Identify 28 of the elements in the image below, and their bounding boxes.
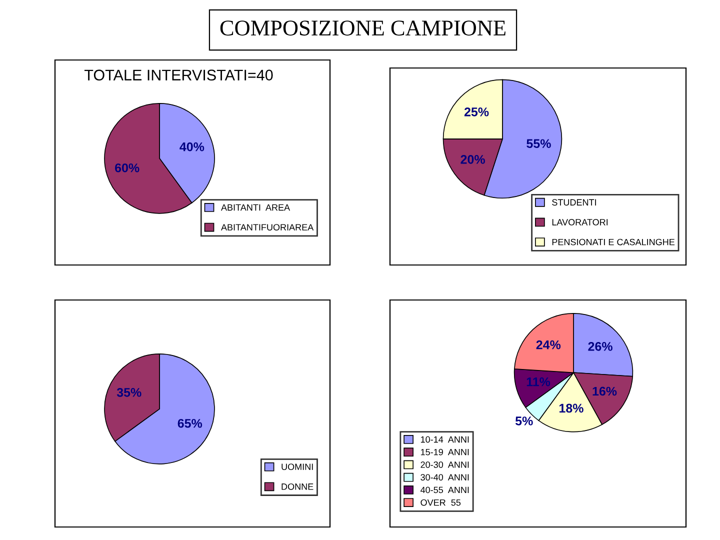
legend-label: ABITANTIFUORIAREA [221,224,314,230]
legend-label: 15-19 ANNI [420,448,469,456]
legend-label: OVER 55 [420,499,461,506]
data-label: 40% [180,142,204,152]
data-label: 25% [464,107,489,116]
data-label: 20% [460,155,485,164]
legend-label: PENSIONATI E CASALINGHE [552,238,675,246]
legend-label: UOMINI [282,464,313,470]
legend-label: 30-40 ANNI [420,474,469,481]
data-label: 65% [178,418,202,428]
legend-label: ABITANTI AREA [221,204,290,211]
legend-label: 20-30 ANNI [420,462,469,468]
legend-label: STUDENTI [552,199,596,206]
data-label: 16% [592,386,617,396]
legend-label: LAVORATORI [552,219,608,226]
data-label: 18% [559,404,584,413]
data-label: 26% [588,342,612,351]
chart-subtitle: TOTALE INTERVISTATI=40 [84,70,273,80]
legend-label: 10-14 ANNI [420,436,469,443]
data-label: 35% [116,388,142,397]
legend-label: DONNE [282,483,314,490]
data-label: 5% [515,416,533,426]
data-label: 60% [115,163,140,172]
text: COMPOSIZIONE CAMPIONE [220,20,506,36]
data-label: 24% [536,340,561,350]
data-label: 11% [526,377,550,386]
legend-label: 40-55 ANNI [420,486,469,494]
data-label: 55% [526,139,551,148]
